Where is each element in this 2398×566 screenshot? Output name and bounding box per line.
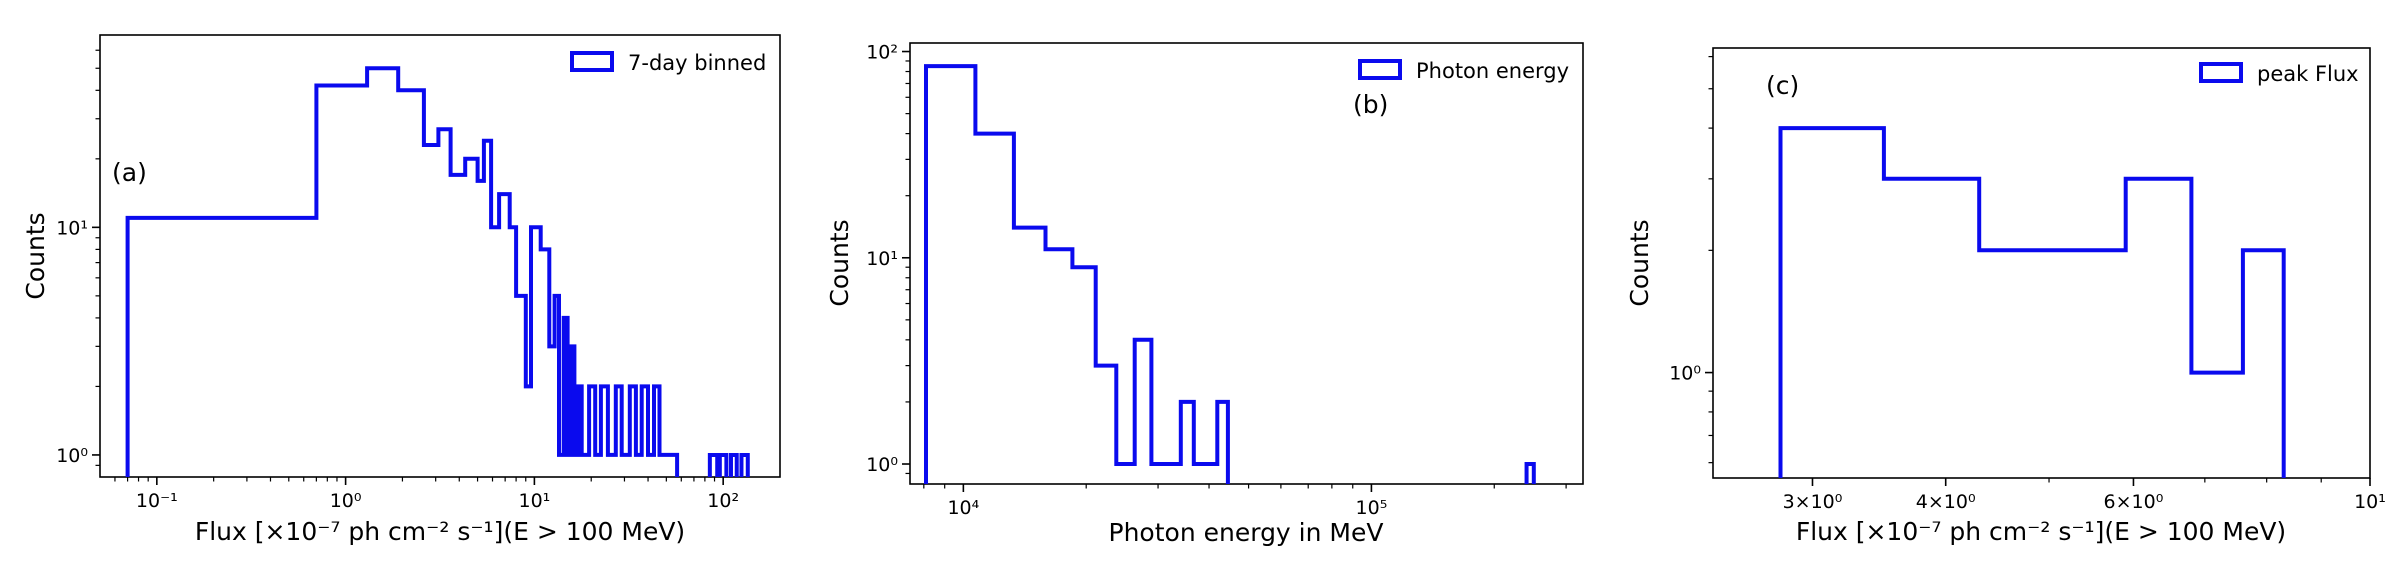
histogram-bin-b-1 [1524, 462, 1536, 484]
x-tick-label-c-1: 3×10⁰ [1783, 491, 1843, 513]
histogram-bin-a-2 [717, 452, 729, 477]
histogram-series-a [125, 66, 750, 477]
x-axis-b: 10⁴ 10⁵ [923, 484, 1567, 519]
panel-a: 10⁻¹ 10⁰ 10¹ 10² 10⁰ 10¹ (a) 7-day binned Fl… [21, 34, 781, 546]
legend-c: peak Flux [2199, 62, 2359, 86]
histogram-series-b [924, 64, 1536, 484]
legend-swatch-a [570, 51, 614, 72]
x-tick-label-a-4: 10² [707, 490, 739, 512]
panel-b: 10⁴ 10⁵ 10⁰ 10¹ 10² (b) Photon energy Photo… [825, 42, 1584, 547]
y-tick-label-b-2: 10¹ [866, 248, 898, 270]
histogram-step-line-b [924, 64, 1230, 484]
y-axis-a: 10⁰ 10¹ [56, 49, 100, 467]
plot-area-b [909, 42, 1584, 485]
x-axis-label-b: Photon energy in MeV [1109, 518, 1384, 547]
histogram-series-c [1778, 126, 2286, 478]
histogram-bin-a-4 [739, 452, 750, 477]
y-tick-label-c-1: 10⁰ [1669, 363, 1701, 385]
legend-label-b: Photon energy [1416, 59, 1569, 83]
y-tick-label-b-1: 10⁰ [866, 454, 898, 476]
histogram-bin-a-1 [707, 452, 720, 477]
x-axis-c: 3×10⁰ 4×10⁰ 6×10⁰ 10¹ [1783, 478, 2386, 513]
x-tick-label-c-4: 10¹ [2354, 491, 2386, 513]
panel-label-b: (b) [1353, 90, 1388, 119]
x-tick-label-c-3: 6×10⁰ [2104, 491, 2164, 513]
legend-a: 7-day binned [570, 51, 766, 75]
y-tick-label-a-1: 10⁰ [56, 445, 88, 467]
x-axis-label-a: Flux [×10⁻⁷ ph cm⁻² s⁻¹](E > 100 MeV) [195, 517, 685, 546]
x-tick-label-b-2: 10⁵ [1356, 497, 1388, 519]
x-axis-a: 10⁻¹ 10⁰ 10¹ 10² [114, 477, 739, 512]
y-axis-c: 10⁰ [1669, 56, 1713, 464]
plot-area-a [99, 34, 781, 478]
panel-label-a: (a) [112, 158, 147, 187]
legend-label-c: peak Flux [2257, 62, 2359, 86]
x-tick-label-b-1: 10⁴ [947, 497, 979, 519]
y-axis-b: 10⁰ 10¹ 10² [866, 42, 910, 476]
y-axis-label-a: Counts [21, 212, 50, 299]
x-tick-label-c-2: 4×10⁰ [1916, 491, 1976, 513]
histogram-step-line-a [125, 66, 680, 477]
panel-c: 3×10⁰ 4×10⁰ 6×10⁰ 10¹ 10⁰ (c) peak Flux Flu… [1625, 47, 2386, 546]
panel-label-c: (c) [1766, 71, 1799, 100]
x-tick-label-a-2: 10⁰ [330, 490, 362, 512]
legend-label-a: 7-day binned [628, 51, 766, 75]
x-tick-label-a-1: 10⁻¹ [136, 490, 178, 512]
legend-b: Photon energy [1358, 59, 1569, 83]
histogram-step-line-c [1778, 126, 2286, 478]
histogram-bin-a-3 [728, 452, 739, 477]
legend-swatch-c [2199, 62, 2243, 83]
x-axis-label-c: Flux [×10⁻⁷ ph cm⁻² s⁻¹](E > 100 MeV) [1796, 517, 2286, 546]
x-tick-label-a-3: 10¹ [518, 490, 550, 512]
legend-swatch-b [1358, 59, 1402, 80]
plot-area-c [1712, 47, 2371, 479]
y-axis-label-c: Counts [1625, 219, 1654, 306]
y-axis-label-b: Counts [825, 219, 854, 306]
y-tick-label-a-2: 10¹ [56, 217, 88, 239]
y-tick-label-b-3: 10² [866, 42, 898, 64]
